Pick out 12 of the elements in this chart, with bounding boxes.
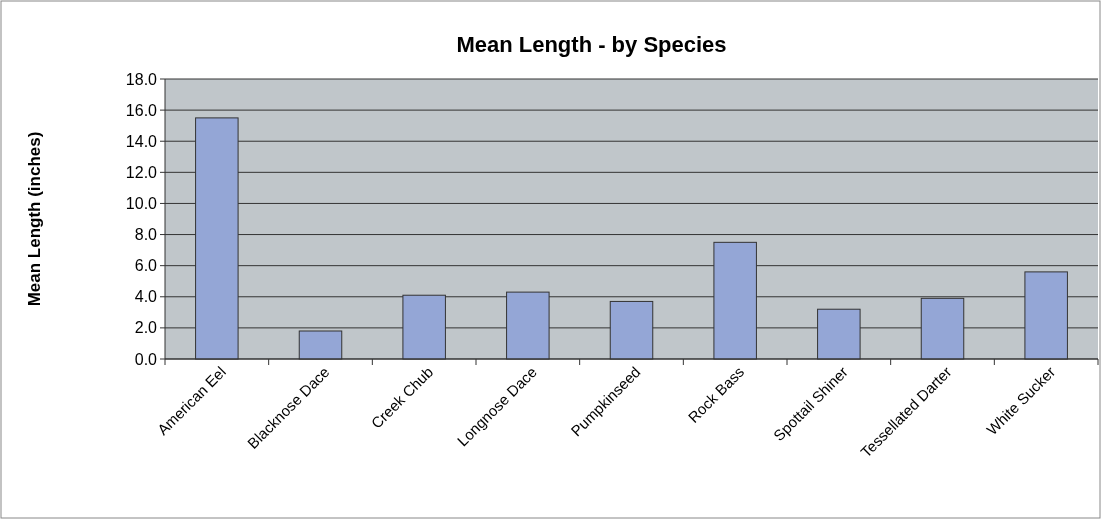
y-tick-label: 14.0 [125,132,158,150]
y-tick-label: 8.0 [134,226,158,244]
y-tick-label: 18.0 [125,70,158,88]
y-tick-label: 10.0 [125,195,158,213]
y-tick-label: 0.0 [134,350,158,368]
y-tick-label: 6.0 [134,257,158,275]
y-tick-label: 16.0 [125,101,158,119]
y-axis-title: Mean Length (inches) [25,131,44,307]
y-tick-label: 2.0 [134,319,158,337]
y-tick-label: 4.0 [134,288,158,306]
y-tick-label: 12.0 [125,163,158,181]
chart-title: Mean Length - by Species [456,32,727,57]
